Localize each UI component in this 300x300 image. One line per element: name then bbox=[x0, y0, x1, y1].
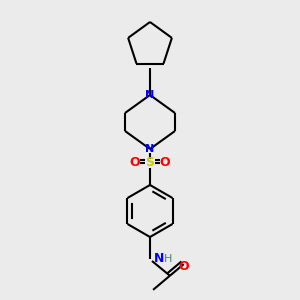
Text: N: N bbox=[154, 253, 164, 266]
Text: N: N bbox=[146, 90, 154, 100]
Text: H: H bbox=[164, 254, 172, 264]
Text: O: O bbox=[160, 155, 170, 169]
Text: S: S bbox=[146, 157, 154, 169]
Text: O: O bbox=[130, 155, 140, 169]
Text: N: N bbox=[146, 144, 154, 154]
Text: O: O bbox=[178, 260, 189, 273]
